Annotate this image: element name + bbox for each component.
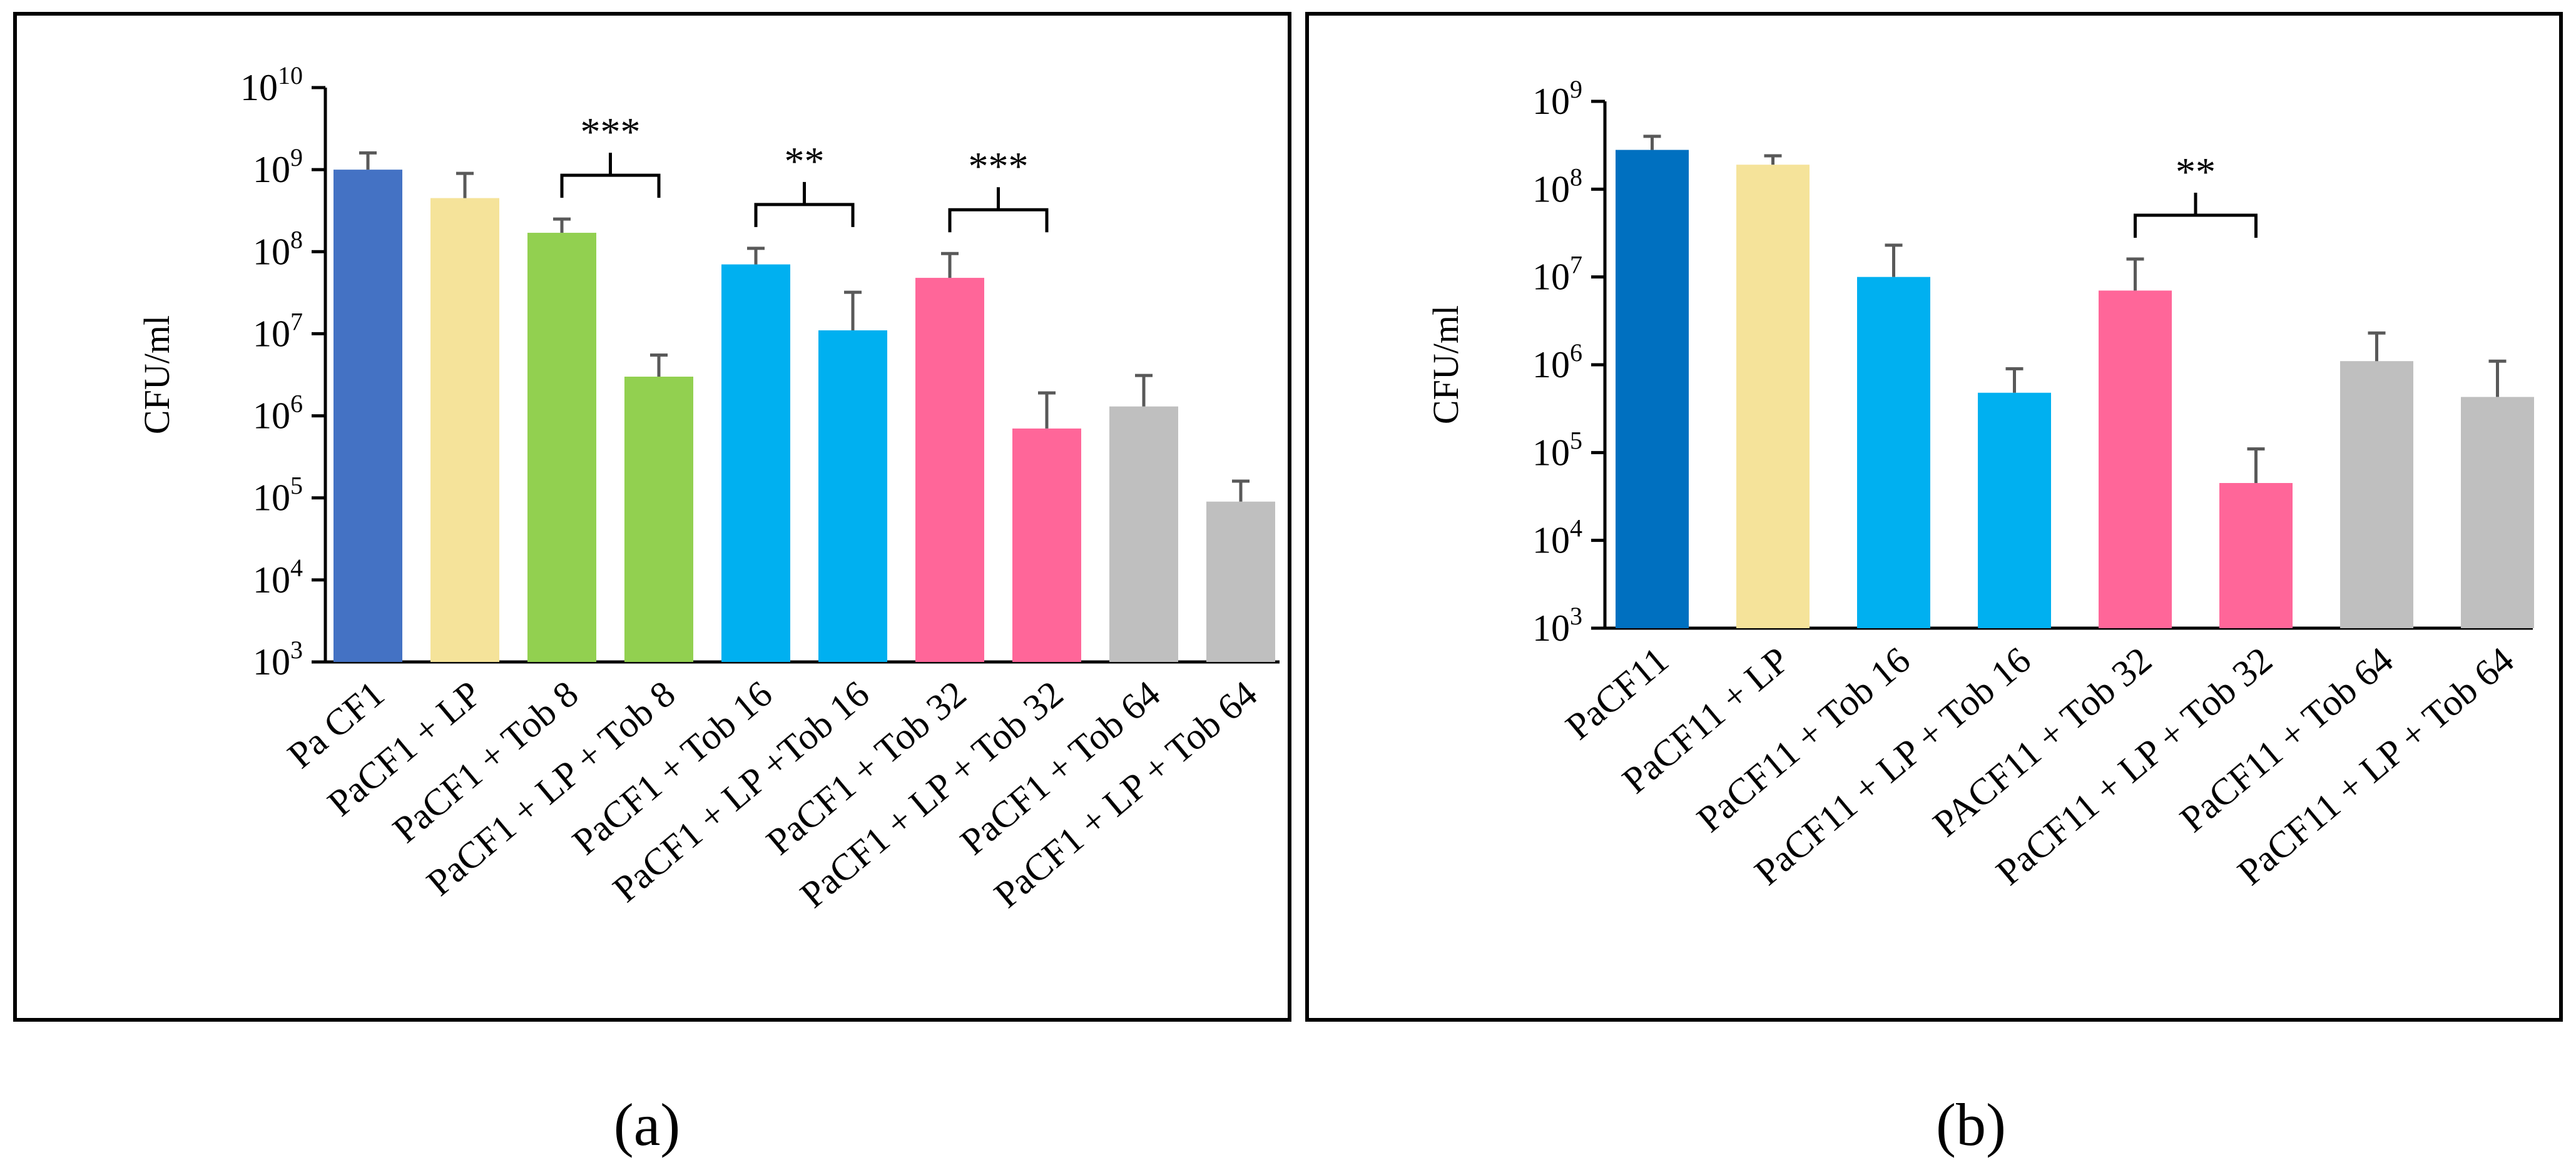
bar bbox=[721, 264, 790, 663]
bar bbox=[1616, 150, 1689, 628]
y-tick-label: 109 bbox=[1532, 75, 1582, 122]
y-tick-label: 106 bbox=[1532, 338, 1582, 385]
y-tick-label: 103 bbox=[1532, 602, 1582, 649]
bar bbox=[1012, 428, 1081, 662]
y-tick-label: 108 bbox=[1532, 163, 1582, 210]
significance-label: *** bbox=[581, 109, 641, 154]
bar bbox=[2099, 290, 2172, 629]
y-axis-title: CFU/ml bbox=[1425, 305, 1466, 424]
panel-a-label: (a) bbox=[614, 1091, 681, 1158]
significance-bracket bbox=[2134, 193, 2258, 238]
bar bbox=[1978, 392, 2051, 628]
bar bbox=[1109, 406, 1178, 662]
bar bbox=[333, 170, 402, 663]
bar bbox=[915, 278, 984, 663]
significance-bracket bbox=[754, 181, 855, 227]
y-tick-label: 103 bbox=[253, 636, 303, 683]
chart-panel-b: 103104105106107108109CFU/mlPaCF11PaCF11 … bbox=[1425, 75, 2534, 893]
x-tick-label: PACF11 + Tob 32 bbox=[1925, 639, 2159, 845]
x-tick-label: PaCF11 bbox=[1558, 639, 1676, 747]
y-tick-label: 104 bbox=[253, 554, 303, 601]
y-tick-label: 1010 bbox=[240, 61, 303, 108]
bar bbox=[1206, 501, 1275, 662]
y-tick-label: 109 bbox=[253, 143, 303, 190]
bar bbox=[527, 233, 596, 663]
y-tick-label: 105 bbox=[253, 472, 303, 519]
y-tick-label: 108 bbox=[253, 225, 303, 272]
bar bbox=[818, 330, 887, 662]
significance-label: ** bbox=[785, 139, 825, 183]
significance-label: *** bbox=[969, 144, 1029, 188]
significance-label: ** bbox=[2176, 150, 2216, 194]
panel-b-label: (b) bbox=[1936, 1091, 2006, 1158]
significance-bracket bbox=[948, 187, 1049, 233]
bar bbox=[430, 198, 499, 662]
bar bbox=[1736, 165, 1810, 628]
y-tick-label: 107 bbox=[253, 307, 303, 354]
bar bbox=[2340, 361, 2413, 628]
y-tick-label: 104 bbox=[1532, 514, 1582, 561]
x-tick-label: PaCF11 + Tob 16 bbox=[1689, 639, 1918, 840]
bar bbox=[624, 377, 693, 662]
bar bbox=[1857, 277, 1930, 629]
x-tick-label: PaCF11 + Tob 64 bbox=[2172, 639, 2401, 840]
y-axis-title: CFU/ml bbox=[136, 315, 177, 434]
y-tick-label: 107 bbox=[1532, 251, 1582, 298]
significance-bracket bbox=[560, 153, 661, 198]
y-tick-label: 105 bbox=[1532, 426, 1582, 473]
y-tick-label: 106 bbox=[253, 390, 303, 437]
bar bbox=[2219, 482, 2293, 628]
bar bbox=[2461, 397, 2534, 628]
panel-a-frame bbox=[13, 12, 1291, 1022]
panel-b-frame bbox=[1305, 12, 2563, 1022]
